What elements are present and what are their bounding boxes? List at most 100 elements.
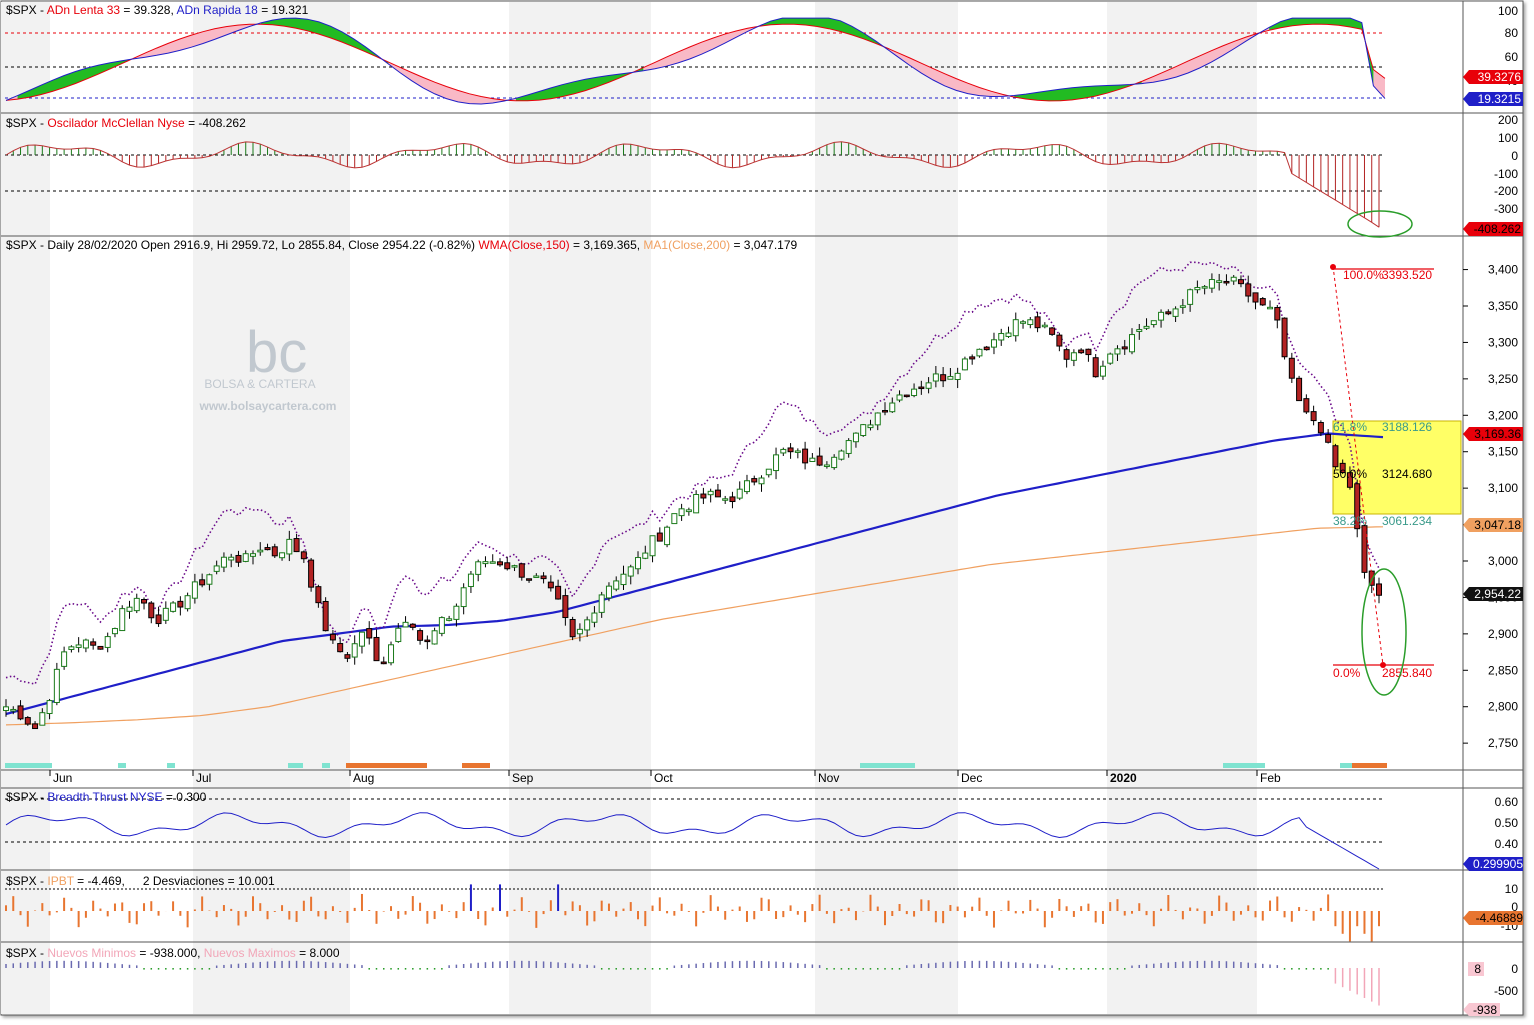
svg-text:100: 100 (1498, 4, 1518, 18)
nuevos-header: $SPX - Nuevos Minimos = -938.000, Nuevos… (6, 946, 340, 960)
candle (1165, 309, 1172, 316)
candle (162, 601, 169, 624)
candle (918, 380, 925, 395)
candle (1056, 332, 1063, 352)
signal-segment (1352, 763, 1387, 768)
candle (431, 627, 438, 645)
candle (1107, 352, 1114, 365)
candle (82, 638, 89, 653)
price-tag-wma: 3,169.36 (1463, 427, 1523, 441)
month-band (1107, 2, 1257, 1014)
signal-segment (462, 763, 490, 768)
candle (402, 616, 409, 628)
candle (126, 600, 133, 619)
candle (220, 552, 227, 573)
candle (286, 530, 293, 562)
candle (627, 564, 634, 585)
candle (802, 441, 809, 470)
candle (1296, 375, 1303, 402)
candle (642, 545, 649, 560)
candle (1020, 319, 1027, 329)
candle (1078, 348, 1085, 354)
candle (119, 605, 126, 632)
candle (293, 533, 300, 553)
price-tick: 3,000 (1488, 554, 1518, 568)
candle (1303, 394, 1310, 415)
candle (271, 543, 278, 558)
candle (315, 584, 322, 608)
candle (714, 483, 721, 498)
candle (46, 698, 53, 720)
nuevos-y-axis: 0 -500 (1494, 962, 1518, 998)
candle (613, 576, 620, 592)
signal-segment (167, 763, 175, 768)
price-tick: 3,250 (1488, 372, 1518, 386)
candle (1099, 360, 1106, 380)
svg-text:3,169.36: 3,169.36 (1474, 427, 1521, 441)
candle (1245, 275, 1252, 303)
candle (649, 535, 656, 563)
candle (584, 616, 591, 637)
candle (1172, 306, 1179, 322)
signal-segment (288, 763, 303, 768)
candle (380, 656, 387, 665)
candle (199, 573, 206, 588)
signal-segment (346, 763, 427, 768)
candle (794, 448, 801, 459)
svg-text:19.3215: 19.3215 (1478, 92, 1522, 106)
candle (562, 588, 569, 626)
candle (424, 635, 431, 650)
adn-header: $SPX - ADn Lenta 33 = 39.328, ADn Rapida… (6, 3, 309, 17)
ipbt-header: $SPX - IPBT = -4.469, 2 Desviaciones = 10… (6, 874, 275, 888)
candle (940, 367, 947, 388)
signal-segment (322, 763, 330, 768)
candle (816, 447, 823, 467)
adn-tag-fast: 19.3215 (1463, 92, 1523, 106)
candle (460, 583, 467, 615)
svg-text:39.3276: 39.3276 (1478, 70, 1522, 84)
month-band (193, 2, 350, 1014)
candle (969, 354, 976, 365)
candle (373, 629, 380, 662)
nuevos-tag-min: -938 (1463, 1003, 1500, 1017)
breadth-header: $SPX - Breadth Thrust NYSE = 0.300 (6, 790, 207, 804)
mcclellan-header: $SPX - Oscilador McClellan Nyse = -408.2… (6, 116, 246, 130)
svg-text:-300: -300 (1494, 202, 1518, 216)
svg-text:38.2%: 38.2% (1333, 514, 1367, 528)
fibonacci-levels: 100.0% 3393.520 61.8% 3188.126 50.0% 312… (1330, 264, 1434, 680)
candle (903, 394, 910, 398)
candle (664, 525, 671, 548)
candle (141, 597, 148, 610)
candle (482, 556, 489, 568)
candle (75, 637, 82, 653)
candle (17, 700, 24, 721)
candle (32, 721, 39, 730)
candle (184, 592, 191, 612)
svg-text:80: 80 (1505, 26, 1519, 40)
month-axis: Jun Jul Aug Sep Oct Nov Dec 2020 Feb (49, 770, 1281, 785)
svg-text:0.50: 0.50 (1495, 816, 1519, 830)
signal-segment (1223, 763, 1265, 768)
month-label: Jul (196, 771, 211, 785)
candle (540, 572, 547, 584)
candle (831, 454, 838, 470)
candle (1150, 320, 1157, 328)
candle (308, 557, 315, 592)
ma200-line (5, 526, 1384, 726)
candle (533, 573, 540, 578)
candle (300, 550, 307, 563)
candle (809, 452, 816, 463)
candle (496, 558, 503, 567)
candle (998, 328, 1005, 346)
mcclellan-y-axis: 200 100 0 -100 -200 -300 (1494, 113, 1518, 216)
price-tick: 3,300 (1488, 335, 1518, 349)
candle (1005, 326, 1012, 338)
candle (170, 601, 177, 613)
candle (1361, 524, 1368, 579)
candle (1216, 273, 1223, 291)
candle (1332, 443, 1339, 470)
candle (10, 706, 17, 715)
svg-text:0: 0 (1511, 962, 1518, 976)
month-band (1, 2, 50, 1014)
svg-text:0.0%: 0.0% (1333, 666, 1361, 680)
